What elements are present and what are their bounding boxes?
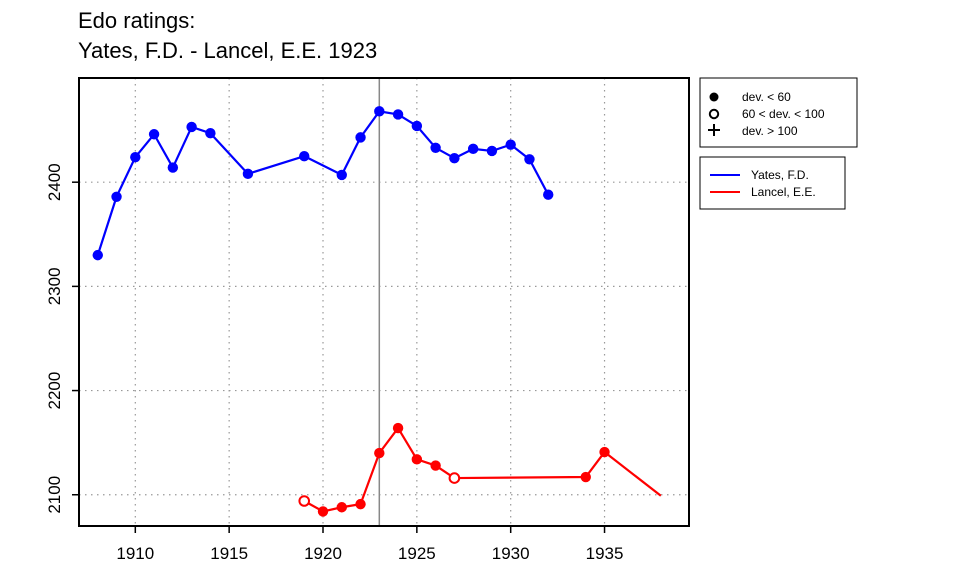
chart-subtitle: Yates, F.D. - Lancel, E.E. 1923 xyxy=(78,38,378,63)
series-legend-label-yates: Yates, F.D. xyxy=(751,168,809,182)
data-point-lancel xyxy=(374,447,385,459)
data-point-yates xyxy=(130,151,141,163)
data-point-yates xyxy=(524,154,535,165)
data-point-yates xyxy=(392,109,404,120)
x-tick-label: 1910 xyxy=(116,544,154,563)
y-tick-label: 2300 xyxy=(45,267,64,305)
data-point-yates xyxy=(467,143,479,155)
filled-circle-icon xyxy=(709,92,719,102)
data-point-lancel xyxy=(336,502,347,513)
series-line-lancel xyxy=(303,426,662,513)
data-point-lancel xyxy=(298,495,311,507)
marker-legend-label: dev. < 60 xyxy=(742,90,791,104)
x-tick-label: 1925 xyxy=(398,544,436,563)
data-point-yates xyxy=(205,128,216,139)
data-point-yates xyxy=(92,249,103,261)
series-legend: Yates, F.D. Lancel, E.E. xyxy=(699,156,846,210)
data-point-yates xyxy=(505,139,516,150)
data-point-lancel xyxy=(430,460,441,471)
data-point-yates xyxy=(355,132,366,143)
marker-legend-label: dev. > 100 xyxy=(742,124,798,138)
y-tick-label: 2100 xyxy=(45,476,64,514)
marker-legend-label: 60 < dev. < 100 xyxy=(742,107,825,121)
marker-legend-box xyxy=(699,77,858,148)
series-legend-box xyxy=(699,156,846,210)
data-point-yates xyxy=(111,191,122,202)
series-legend-label-lancel: Lancel, E.E. xyxy=(751,185,816,199)
data-point-yates xyxy=(186,121,197,133)
data-point-yates xyxy=(411,120,423,132)
grid xyxy=(79,78,689,526)
data-point-lancel xyxy=(580,471,591,483)
plot-frame xyxy=(78,77,690,527)
x-tick-label: 1915 xyxy=(210,544,248,563)
y-tick-label: 2400 xyxy=(45,163,64,201)
data-point-lancel xyxy=(317,506,329,517)
chart-title: Edo ratings: xyxy=(78,8,196,33)
data-point-yates xyxy=(374,106,385,117)
data-point-lancel xyxy=(411,454,423,465)
y-axis: 2100 2200 2300 2400 xyxy=(45,163,79,514)
series-group xyxy=(92,106,662,517)
data-point-yates xyxy=(543,189,554,200)
data-point-yates xyxy=(486,145,498,157)
data-point-lancel xyxy=(599,446,610,458)
data-point-yates xyxy=(167,162,179,173)
data-point-lancel xyxy=(355,498,366,510)
data-point-yates xyxy=(430,142,441,154)
data-point-yates xyxy=(299,150,310,162)
plus-icon xyxy=(708,124,720,136)
data-point-lancel xyxy=(392,422,404,434)
data-point-lancel xyxy=(448,472,461,484)
open-circle-icon xyxy=(708,108,720,120)
data-point-yates xyxy=(148,129,160,140)
data-point-yates xyxy=(336,169,347,181)
x-axis: 1910 1915 1920 1925 1930 1935 xyxy=(116,526,623,563)
x-tick-label: 1920 xyxy=(304,544,342,563)
x-tick-label: 1930 xyxy=(492,544,530,563)
y-tick-label: 2200 xyxy=(45,372,64,410)
data-point-yates xyxy=(449,153,460,164)
x-tick-label: 1935 xyxy=(586,544,624,563)
marker-legend: dev. < 60 60 < dev. < 100 dev. > 100 xyxy=(699,77,858,148)
data-point-yates xyxy=(242,168,254,180)
